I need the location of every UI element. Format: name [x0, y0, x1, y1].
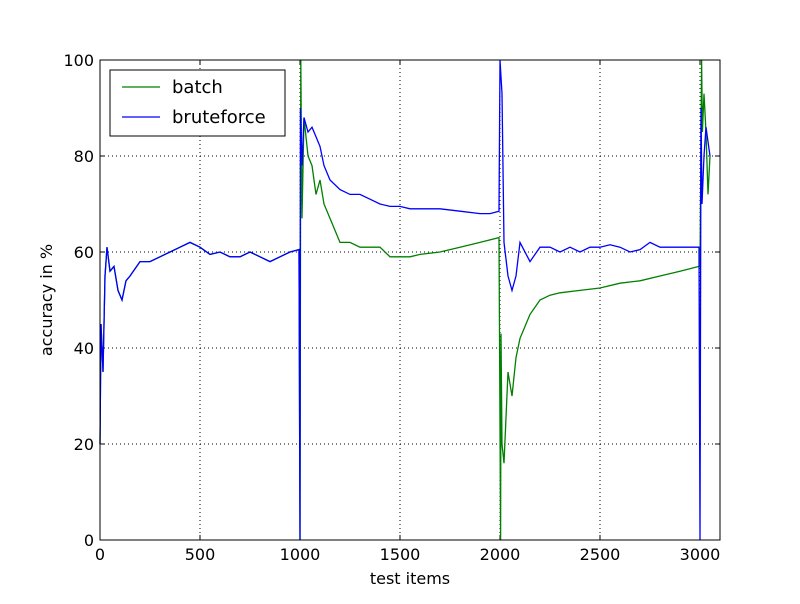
- x-tick-label: 0: [95, 545, 105, 564]
- y-tick-label: 100: [63, 51, 94, 70]
- legend-label: bruteforce: [172, 107, 266, 128]
- legend-label: batch: [172, 77, 223, 98]
- x-tick-label: 1000: [280, 545, 321, 564]
- x-axis-label: test items: [370, 569, 450, 588]
- x-tick-label: 2500: [580, 545, 621, 564]
- y-tick-label: 0: [84, 531, 94, 550]
- y-axis-label: accuracy in %: [37, 244, 56, 356]
- y-tick-label: 80: [74, 147, 94, 166]
- legend-box: [109, 69, 286, 137]
- series-line: [99, 59, 711, 541]
- x-tick-label: 2000: [480, 545, 521, 564]
- plot-frame: [99, 59, 721, 541]
- y-tick-label: 40: [74, 339, 94, 358]
- y-tick-label: 20: [74, 435, 94, 454]
- y-tick-label: 60: [74, 243, 94, 262]
- x-tick-label: 3000: [680, 545, 721, 564]
- x-tick-label: 1500: [380, 545, 421, 564]
- x-tick-label: 500: [185, 545, 216, 564]
